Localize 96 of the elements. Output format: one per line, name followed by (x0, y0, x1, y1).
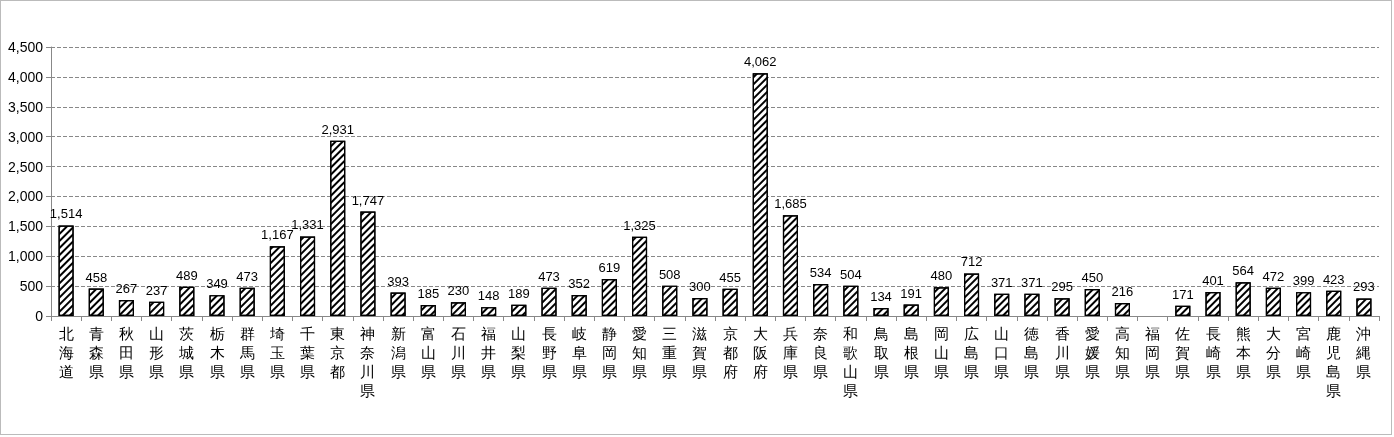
data-label: 171 (1171, 286, 1194, 302)
x-tick-label: 千葉県 (300, 324, 316, 381)
x-tick-label: 岐阜県 (571, 324, 587, 381)
data-label: 189 (507, 285, 530, 301)
data-label: 216 (1111, 284, 1134, 300)
x-tick-label: 高知県 (1114, 324, 1130, 381)
data-label: 1,514 (49, 206, 83, 222)
data-label: 185 (417, 285, 440, 301)
x-tick-label: 鹿児島県 (1326, 324, 1342, 400)
data-label: 504 (839, 266, 862, 282)
data-label: 352 (568, 275, 591, 291)
x-tick-label: 島根県 (903, 324, 919, 381)
data-label: 455 (719, 269, 741, 285)
data-label: 473 (236, 268, 259, 284)
x-tick-label: 山口県 (994, 324, 1010, 381)
x-tick-label: 石川県 (450, 324, 466, 381)
data-label: 508 (658, 266, 681, 282)
data-label: 134 (870, 288, 892, 304)
data-label: 148 (477, 288, 500, 304)
y-tick-label: 4,000 (7, 68, 44, 85)
data-label: 423 (1322, 271, 1345, 287)
x-tick-label: 栃木県 (209, 324, 225, 381)
x-tick-label: 長野県 (541, 324, 557, 381)
y-tick-label: 1,000 (7, 248, 44, 265)
data-label: 472 (1262, 268, 1285, 284)
x-tick-label: 新潟県 (390, 324, 406, 381)
x-tick-label: 神奈川県 (360, 324, 376, 400)
y-tick-label: 4,500 (7, 39, 44, 55)
x-tick-label: 秋田県 (118, 324, 134, 381)
data-label: 564 (1232, 263, 1255, 279)
x-tick-label: 宮崎県 (1296, 324, 1312, 381)
data-label: 401 (1202, 273, 1224, 289)
x-tick-label: 兵庫県 (782, 324, 798, 381)
x-tick-label: 富山県 (420, 324, 436, 381)
x-tick-label: 山梨県 (511, 324, 527, 381)
data-label: 473 (538, 268, 560, 284)
x-tick-label: 徳島県 (1024, 324, 1040, 381)
x-tick-label: 大阪府 (752, 324, 768, 381)
data-label: 399 (1292, 273, 1315, 289)
x-tick-label: 岡山県 (933, 324, 949, 381)
x-tick-label: 京都府 (722, 324, 738, 381)
data-label: 295 (1051, 279, 1073, 295)
x-tick-label: 鳥取県 (872, 324, 889, 381)
x-tick-label: 和歌山県 (843, 324, 859, 400)
y-tick-label: 2,000 (7, 188, 44, 205)
data-label: 300 (689, 279, 711, 295)
data-label: 267 (115, 281, 138, 297)
y-tick-label: 500 (19, 278, 44, 295)
data-label: 1,685 (774, 196, 807, 212)
x-tick-label: 奈良県 (813, 324, 829, 381)
x-tick-label: 大分県 (1265, 324, 1281, 381)
y-tick-label: 2,500 (7, 158, 44, 175)
data-label: 2,931 (321, 121, 354, 137)
y-tick-label: 3,500 (7, 98, 44, 115)
data-label: 489 (175, 267, 198, 283)
x-tick-label: 北海道 (58, 324, 74, 381)
data-label: 1,167 (261, 227, 294, 243)
data-label: 293 (1353, 279, 1375, 295)
x-tick-label: 東京都 (330, 324, 346, 381)
x-tick-label: 佐賀県 (1175, 324, 1191, 381)
data-label: 480 (930, 268, 953, 284)
x-tick-label: 長崎県 (1205, 324, 1221, 381)
x-tick-label: 滋賀県 (692, 324, 708, 381)
x-tick-label: 沖縄県 (1355, 324, 1372, 381)
data-label: 534 (809, 265, 832, 281)
y-tick-label: 1,500 (7, 218, 44, 235)
data-label: 4,062 (744, 54, 777, 70)
x-tick-label: 埼玉県 (268, 324, 285, 381)
x-tick-label: 茨城県 (178, 324, 195, 381)
data-label: 191 (900, 285, 923, 301)
data-label: 237 (145, 282, 168, 298)
x-tick-label: 香川県 (1054, 324, 1070, 381)
data-label: 619 (598, 260, 621, 275)
data-label: 230 (447, 283, 470, 299)
data-label: 458 (85, 269, 108, 285)
x-tick-label: 福井県 (481, 324, 497, 381)
y-tick-label: 0 (35, 308, 44, 324)
data-label: 393 (387, 273, 409, 289)
x-tick-label: 山形県 (149, 324, 165, 381)
x-tick-label: 福岡県 (1145, 324, 1161, 381)
x-tick-label: 熊本県 (1235, 324, 1251, 381)
x-tick-label: 愛媛県 (1084, 324, 1100, 381)
x-tick-label: 静岡県 (601, 324, 617, 381)
x-tick-label: 愛知県 (632, 324, 648, 381)
data-label: 712 (960, 254, 983, 270)
data-label: 1,747 (351, 192, 385, 208)
x-tick-label: 三重県 (662, 324, 678, 381)
x-tick-label: 広島県 (964, 324, 980, 381)
data-label: 450 (1081, 270, 1104, 286)
x-tick-label: 群馬県 (238, 324, 255, 381)
data-label: 1,325 (623, 217, 656, 233)
data-label: 349 (206, 276, 228, 292)
data-label: 371 (1021, 274, 1043, 290)
y-tick-label: 3,000 (7, 128, 44, 145)
x-tick-label: 青森県 (88, 324, 104, 381)
data-label: 371 (990, 274, 1013, 290)
